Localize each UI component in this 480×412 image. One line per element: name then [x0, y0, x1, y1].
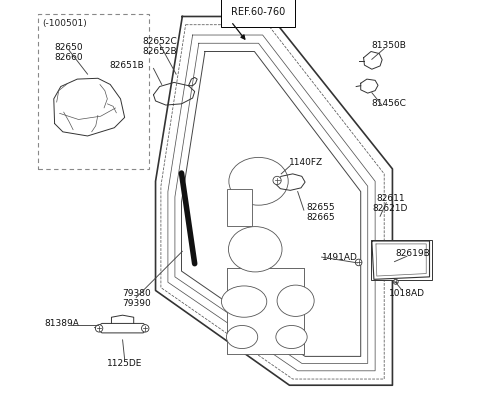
Ellipse shape [277, 285, 314, 316]
Circle shape [355, 259, 362, 266]
Text: 1140FZ: 1140FZ [289, 158, 324, 167]
Bar [38, 14, 149, 169]
Circle shape [273, 176, 281, 185]
Text: 81456C: 81456C [371, 98, 406, 108]
Text: 79390: 79390 [122, 299, 151, 308]
Text: 81350B: 81350B [371, 41, 406, 50]
Ellipse shape [228, 227, 282, 272]
Polygon shape [156, 16, 393, 385]
Circle shape [142, 325, 149, 332]
Bar [371, 240, 432, 280]
Text: (-100501): (-100501) [42, 19, 87, 28]
Text: 82652B: 82652B [143, 47, 177, 56]
Text: 82619B: 82619B [396, 249, 431, 258]
Text: 82651B: 82651B [109, 61, 144, 70]
Text: 1125DE: 1125DE [107, 359, 143, 368]
Bar [227, 268, 304, 354]
Ellipse shape [276, 325, 307, 349]
Bar [227, 189, 252, 226]
Text: 81389A: 81389A [45, 319, 80, 328]
Text: REF.60-760: REF.60-760 [231, 7, 285, 17]
Ellipse shape [221, 286, 267, 317]
Circle shape [393, 279, 398, 284]
Text: 79380: 79380 [122, 289, 151, 298]
Text: 82621D: 82621D [372, 204, 408, 213]
Text: 82655: 82655 [306, 203, 335, 212]
Text: 1491AD: 1491AD [323, 253, 358, 262]
Text: 82660: 82660 [55, 53, 84, 62]
Text: 1018AD: 1018AD [389, 289, 425, 298]
Circle shape [96, 325, 103, 332]
Text: 82650: 82650 [55, 43, 84, 52]
Ellipse shape [227, 325, 258, 349]
Ellipse shape [229, 157, 288, 205]
Text: 82652C: 82652C [142, 37, 177, 46]
Text: 82611: 82611 [376, 194, 405, 203]
Text: 82665: 82665 [306, 213, 335, 222]
